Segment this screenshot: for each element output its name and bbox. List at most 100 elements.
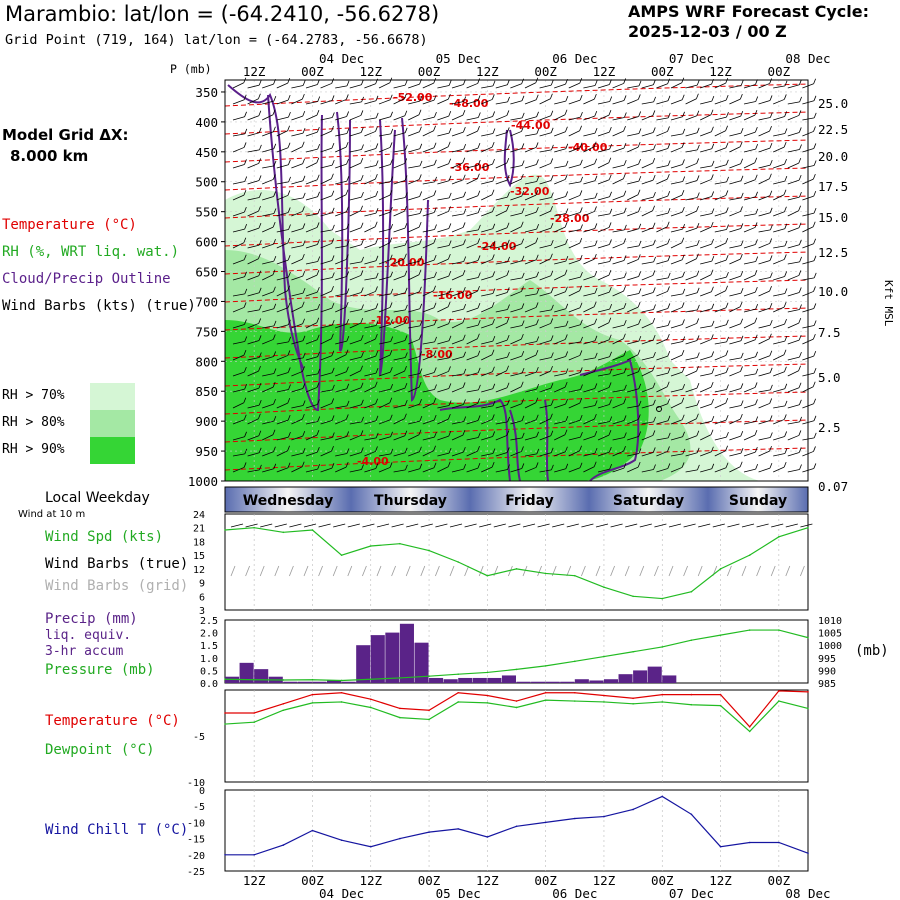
- wind-barb-feather: [287, 254, 291, 261]
- wind-barb: [685, 404, 698, 409]
- wind-barb-feather: [798, 127, 802, 133]
- wind-barb-feather: [433, 190, 437, 196]
- wind-barb: [291, 245, 304, 249]
- wind-barb: [408, 196, 420, 201]
- wind-barb-feather: [667, 320, 671, 326]
- wind-chill-tick: -25: [187, 867, 205, 878]
- surface-wind-barb-true: [508, 523, 521, 528]
- wind-barb: [320, 195, 332, 201]
- wind-barb: [335, 276, 347, 281]
- wind-barb: [670, 293, 683, 297]
- wind-barb: [422, 195, 435, 201]
- wind-barb: [451, 451, 464, 457]
- wind-barb: [539, 418, 551, 425]
- wind-barb-feather: [638, 366, 641, 372]
- wind-barb-feather: [681, 462, 685, 468]
- wind-barb-feather: [258, 158, 262, 164]
- wind-barb-feather: [287, 77, 291, 84]
- wind-barb-feather: [316, 109, 320, 116]
- dewpoint-line-point: [544, 699, 547, 701]
- surface-wind-barb-grid: [800, 565, 805, 577]
- wind-barb-feather: [711, 208, 715, 214]
- wind-barb-feather: [769, 159, 773, 166]
- wind-barb: [758, 164, 771, 169]
- wind-barb: [627, 116, 639, 121]
- wind-barb: [510, 100, 523, 105]
- wind-barb: [437, 228, 449, 233]
- wind-barb-feather: [404, 205, 407, 212]
- wind-barb-feather: [360, 174, 364, 181]
- wind-barb: [247, 244, 260, 249]
- wind-barb: [422, 402, 434, 409]
- wind-barb-feather: [725, 302, 729, 308]
- wind-barb-feather: [433, 159, 437, 165]
- wind-barb: [554, 468, 566, 473]
- wind-barb-feather: [755, 463, 759, 470]
- wind-barb-feather: [448, 318, 452, 324]
- wind-barb-feather: [506, 110, 510, 116]
- wind-barb: [320, 450, 332, 457]
- wind-barb: [524, 293, 537, 297]
- wind-barb: [466, 338, 478, 345]
- wind-barb: [554, 274, 566, 281]
- wind-barb-feather: [375, 286, 378, 292]
- wind-barb: [670, 116, 683, 121]
- wind-barb: [641, 404, 654, 409]
- wind-barb-feather: [798, 110, 802, 116]
- wind-barb-feather: [346, 448, 350, 454]
- precip-bar: [385, 632, 400, 683]
- wind-barb-feather: [725, 77, 729, 84]
- wind-barb-feather: [507, 464, 510, 470]
- wind-barb-feather: [375, 415, 379, 421]
- wind-barb: [641, 261, 654, 265]
- wind-barb-feather: [331, 190, 335, 196]
- wind-barb-feather: [243, 237, 247, 243]
- wind-barb-feather: [623, 367, 627, 373]
- wind-barb-feather: [360, 79, 364, 85]
- wind-barb: [378, 164, 391, 169]
- wind-barb: [305, 244, 318, 249]
- wind-barb-feather: [331, 255, 335, 261]
- wind-barb-feather: [769, 462, 773, 469]
- weekday-label: Wednesday: [243, 493, 333, 509]
- wind-barb-feather: [799, 464, 802, 470]
- wind-barb: [437, 405, 450, 409]
- wind-barb-feather: [799, 144, 802, 150]
- wind-barb-feather: [711, 368, 715, 374]
- wind-barb: [539, 132, 552, 137]
- wind-barb: [641, 179, 654, 185]
- wind-barb-feather: [667, 446, 670, 452]
- wind-barb: [685, 163, 697, 169]
- wind-barb-feather: [681, 349, 685, 356]
- forecast-cycle-label: AMPS WRF Forecast Cycle:: [628, 2, 870, 21]
- wind-barb-feather: [594, 352, 598, 359]
- wind-barb: [656, 195, 668, 201]
- wind-barb-feather: [506, 205, 509, 211]
- wind-barb: [378, 211, 391, 217]
- wind-barb-feather: [361, 191, 364, 198]
- wind-barb: [597, 339, 610, 345]
- wind-barb: [378, 402, 390, 409]
- wind-barb: [437, 418, 449, 425]
- wind-barb: [481, 306, 493, 313]
- wind-barb-feather: [594, 287, 598, 294]
- wind-barb-feather: [769, 207, 773, 213]
- wind-barb: [685, 469, 698, 473]
- top-hour-tick: 00Z: [534, 64, 557, 79]
- wind-barb: [524, 211, 537, 217]
- wind-barb-feather: [608, 317, 612, 323]
- wind-barb-feather: [638, 175, 642, 182]
- wind-barb: [335, 133, 348, 137]
- wind-barb-feather: [302, 240, 306, 246]
- wind-barb: [451, 114, 464, 121]
- wind-barb: [524, 324, 537, 329]
- wind-barb-feather: [360, 334, 364, 341]
- wind-barb: [364, 420, 377, 425]
- wind-barb: [773, 293, 786, 297]
- wind-barb: [685, 340, 698, 345]
- wind-barb: [408, 165, 421, 169]
- wind-barb-feather: [492, 80, 496, 87]
- precip-bar: [516, 681, 531, 683]
- wind-barb: [554, 148, 566, 153]
- wind-barb: [378, 324, 391, 329]
